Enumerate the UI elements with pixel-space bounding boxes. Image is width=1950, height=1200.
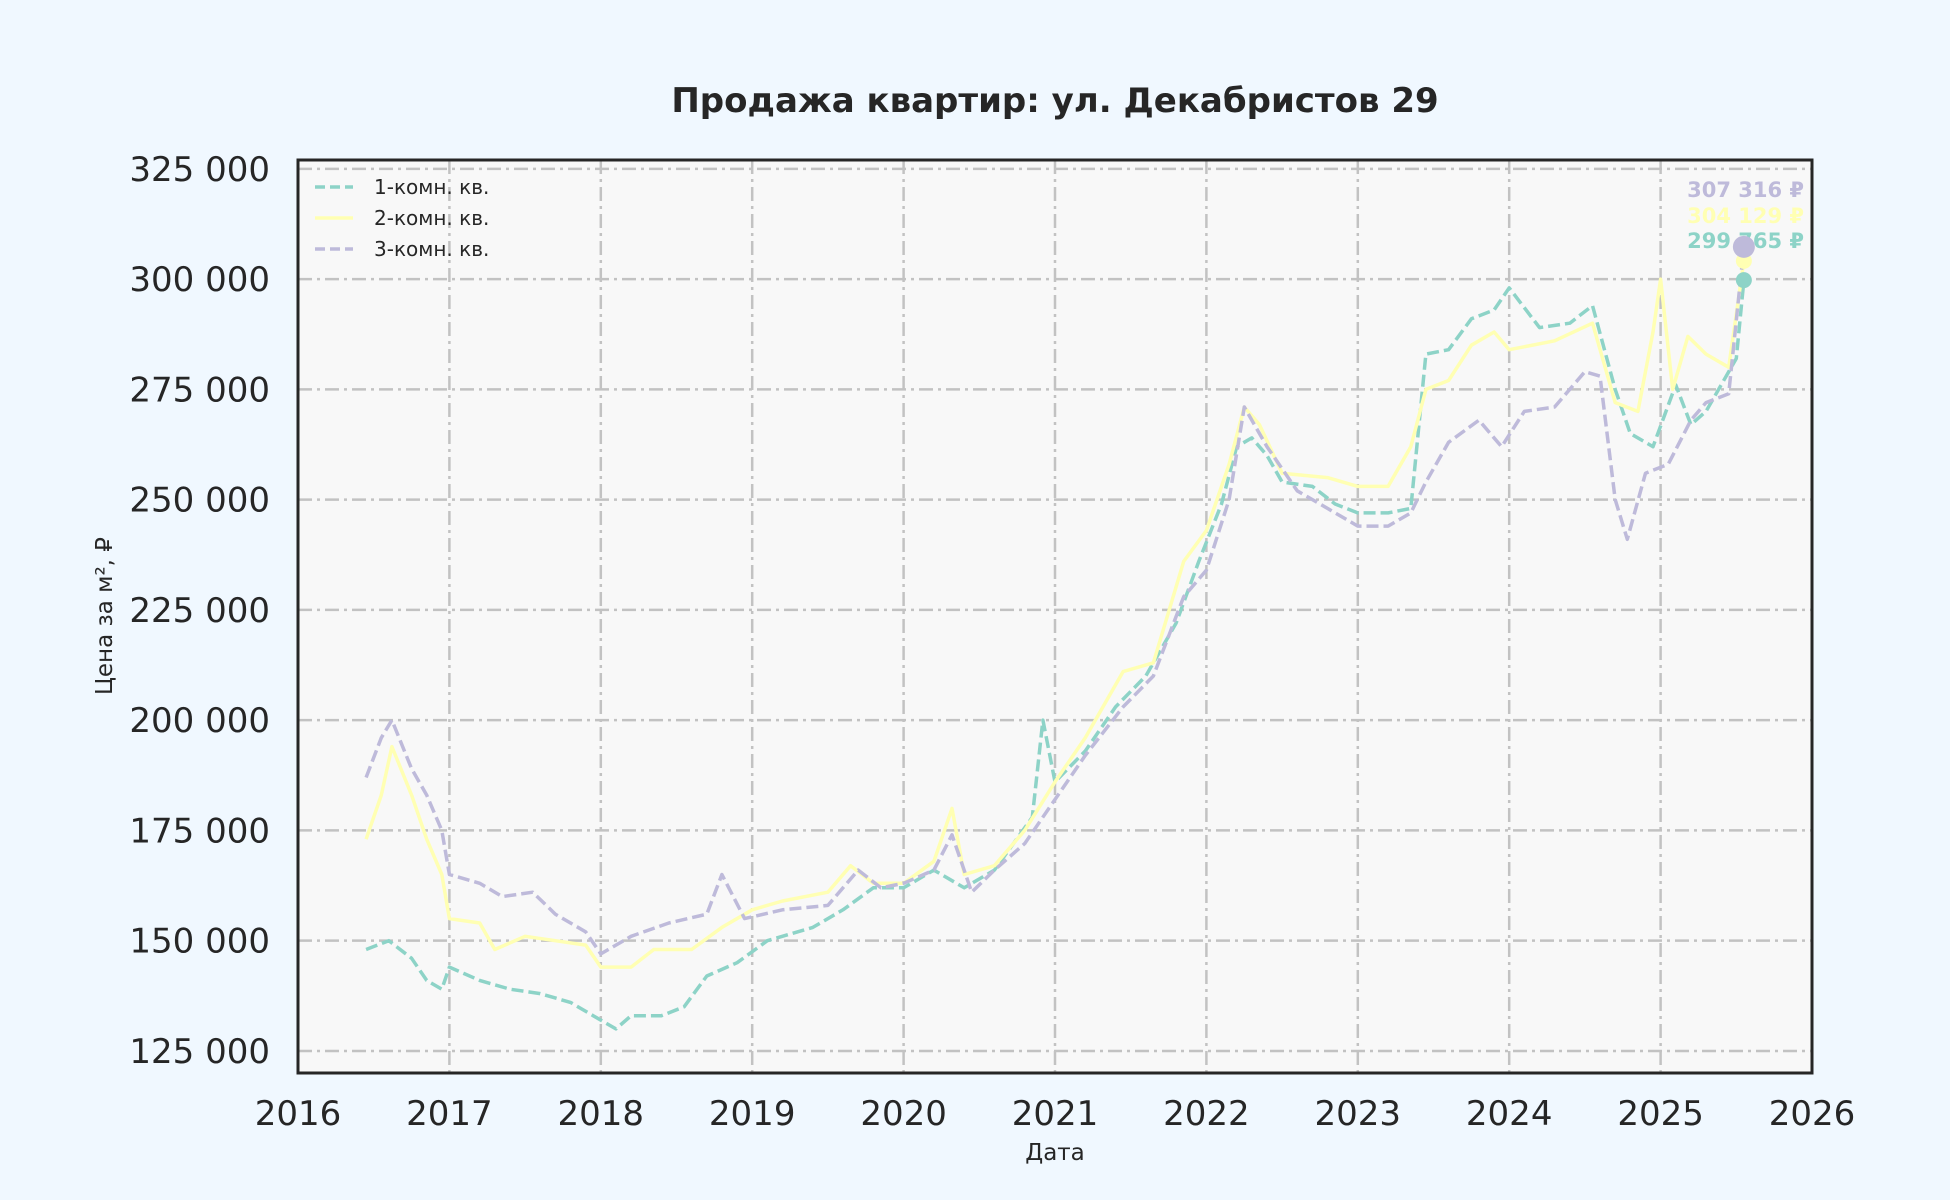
series-layer (364, 246, 1746, 1031)
x-tick-label: 2026 (1769, 1094, 1856, 1134)
x-tick-labels: 2016 2017 2018 2019 2020 2021 2022 2023 2024 2025… (255, 1094, 1856, 1134)
x-tick-label: 2019 (709, 1094, 796, 1134)
y-tick-label: 275 000 (129, 370, 270, 410)
y-tick-label: 225 000 (129, 591, 270, 631)
x-tick-label: 2022 (1163, 1094, 1250, 1134)
x-tick-label: 2020 (860, 1094, 947, 1134)
endpoints-layer: 299 765 ₽304 129 ₽307 316 ₽ (1687, 178, 1804, 289)
y-tick-label: 325 000 (129, 150, 270, 190)
x-tick-label: 2025 (1617, 1094, 1704, 1134)
y-tick-label: 175 000 (129, 811, 270, 851)
x-tick-label: 2018 (558, 1094, 645, 1134)
y-tick-label: 200 000 (129, 701, 270, 741)
x-tick-label: 2017 (406, 1094, 493, 1134)
x-axis-label: Дата (1025, 1140, 1085, 1166)
series-end-point (1732, 235, 1755, 258)
series-end-point (1735, 272, 1752, 289)
y-tick-label: 250 000 (129, 481, 270, 521)
x-tick-label: 2023 (1315, 1094, 1402, 1134)
legend-label: 3-комн. кв. (374, 237, 489, 261)
legend: 1-комн. кв. 2-комн. кв. 3-комн. кв. (315, 175, 489, 261)
series-end-label: 304 129 ₽ (1687, 204, 1804, 228)
y-tick-label: 125 000 (129, 1032, 270, 1072)
y-tick-label: 300 000 (129, 260, 270, 300)
series-end-label: 307 316 ₽ (1687, 178, 1804, 202)
legend-label: 2-комн. кв. (374, 206, 489, 230)
y-tick-labels: 125 000 150 000 175 000 200 000 225 000 250 0… (129, 150, 270, 1072)
series-line-2 (364, 260, 1746, 969)
series-line-1 (365, 279, 1746, 1031)
y-tick-label: 150 000 (129, 922, 270, 962)
legend-label: 1-комн. кв. (374, 175, 489, 199)
x-tick-label: 2024 (1466, 1094, 1553, 1134)
plot-frame (296, 158, 1814, 1075)
x-tick-label: 2016 (255, 1094, 342, 1134)
grid (296, 160, 1814, 1073)
chart-title: Продажа квартир: ул. Декабристов 29 (671, 81, 1438, 121)
x-tick-label: 2021 (1012, 1094, 1099, 1134)
y-axis-label: Цена за м², ₽ (92, 537, 118, 695)
series-line-3 (364, 246, 1746, 956)
